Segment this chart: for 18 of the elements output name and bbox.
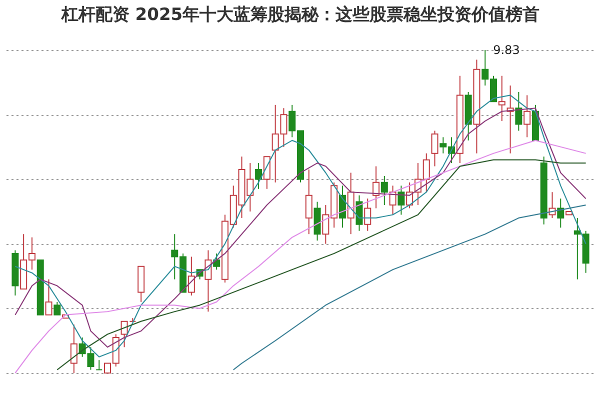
candlestick [96, 360, 103, 370]
candlestick [45, 278, 52, 316]
chart-title: 杠杆配资 2025年十大蓝筹股揭秘：这些股票稳坐投资价值榜首 [60, 5, 540, 25]
candlestick [398, 185, 405, 216]
candlestick [305, 169, 312, 235]
candlestick [188, 256, 195, 296]
candlestick [380, 175, 388, 206]
candlestick [431, 130, 438, 167]
candlestick [372, 166, 380, 209]
candlestick [263, 156, 270, 190]
candlestick [70, 324, 78, 374]
candlestick [515, 91, 522, 132]
candlestick [364, 198, 372, 232]
annotation: 9.83 [493, 43, 520, 57]
candlestick [255, 162, 262, 190]
candlestick [524, 94, 531, 138]
candlestick [498, 75, 506, 122]
candlestick [54, 301, 61, 316]
